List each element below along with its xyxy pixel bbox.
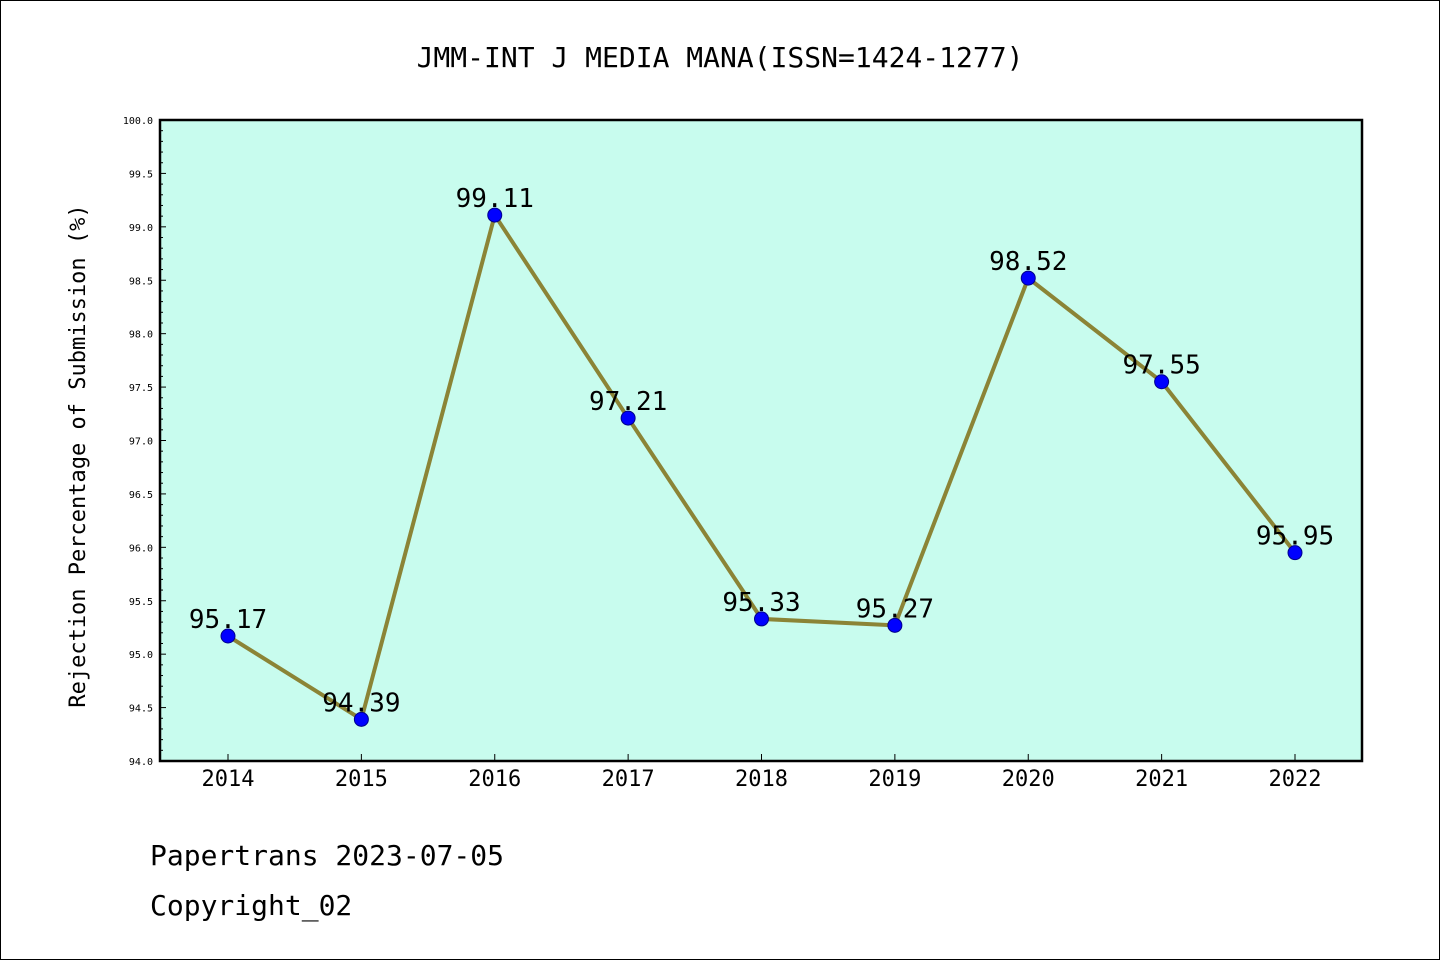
footer-date: Papertrans 2023-07-05 [150,839,504,872]
data-point [620,410,636,426]
y-tick-label: 98.0 [129,330,153,341]
data-label: 95.33 [722,588,800,618]
x-tick-label: 2020 [1002,767,1055,792]
data-labels: 95.17 94.39 99.11 97.21 95.33 95.27 98.52 97.55… [189,184,1334,718]
footer-copyright: Copyright_02 [150,889,352,923]
data-point [1287,545,1303,561]
x-axis: 2014 2015 2016 2017 2018 2019 2020 2021 2022 [202,754,1322,792]
y-axis-label: Rejection Percentage of Submission (%) [66,204,91,707]
data-points [220,207,1303,727]
y-tick-label: 97.5 [129,383,153,394]
data-point [353,711,369,727]
data-label: 94.39 [322,688,400,718]
data-point [487,207,503,223]
data-point [754,611,769,627]
y-tick-label: 94.5 [129,704,153,715]
data-label: 97.21 [589,387,667,417]
y-tick-label: 96.0 [129,543,153,554]
x-tick-label: 2021 [1135,767,1188,792]
plot-border [158,118,1364,763]
y-tick-label: 99.5 [129,169,153,180]
data-label: 95.27 [856,594,934,624]
plot-area [160,120,1362,761]
chart-title: JMM-INT J MEDIA MANA(ISSN=1424-1277) [417,41,1024,74]
y-tick-label: 100.0 [123,116,153,127]
data-point [1154,374,1170,390]
data-label: 98.52 [989,247,1067,277]
y-tick-label: 95.0 [129,650,153,661]
data-label: 97.55 [1122,351,1200,381]
data-point [220,628,236,644]
x-tick-label: 2019 [868,767,921,792]
y-tick-label: 96.5 [129,490,153,501]
data-label: 95.17 [189,605,267,635]
data-label: 95.95 [1256,522,1334,552]
x-tick-label: 2016 [468,767,521,792]
x-tick-label: 2014 [202,767,255,792]
data-label: 99.11 [456,184,534,214]
x-tick-label: 2017 [602,767,655,792]
data-point [887,617,903,633]
y-tick-label: 95.5 [129,597,153,608]
x-tick-label: 2015 [335,767,388,792]
y-tick-label: 97.0 [129,437,153,448]
x-tick-label: 2022 [1269,767,1322,792]
x-tick-label: 2018 [735,767,788,792]
y-tick-label: 99.0 [129,223,153,234]
y-tick-label: 94.0 [129,757,153,768]
y-tick-label: 98.5 [129,276,153,287]
data-point [1020,270,1036,286]
